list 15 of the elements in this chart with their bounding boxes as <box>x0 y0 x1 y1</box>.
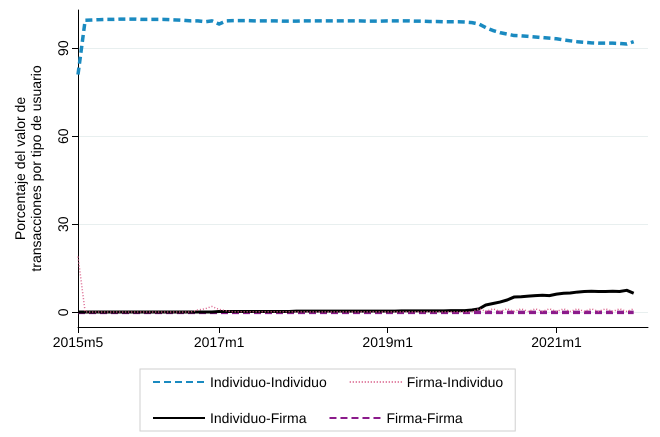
line-series <box>77 256 634 313</box>
y-tick-label: 0 <box>55 308 71 316</box>
legend-label: Individuo-Individuo <box>210 374 327 390</box>
legend-label: Firma-Individuo <box>406 374 504 390</box>
x-tick-label: 2015m5 <box>52 334 104 350</box>
line-series <box>76 17 636 76</box>
y-tick-label: 90 <box>55 40 71 56</box>
x-tick-label: 2019m1 <box>362 334 414 350</box>
y-tick-label: 60 <box>55 128 71 144</box>
y-axis-title: Porcentaje del valor de transacciones por tipo de usuario <box>12 65 44 272</box>
legend-label: Individuo-Firma <box>210 410 307 426</box>
x-tick-label: 2017m1 <box>194 334 245 350</box>
y-tick-label: 30 <box>55 216 71 232</box>
x-tick-label: 2021m1 <box>531 334 582 350</box>
legend-label: Firma-Firma <box>386 410 463 426</box>
